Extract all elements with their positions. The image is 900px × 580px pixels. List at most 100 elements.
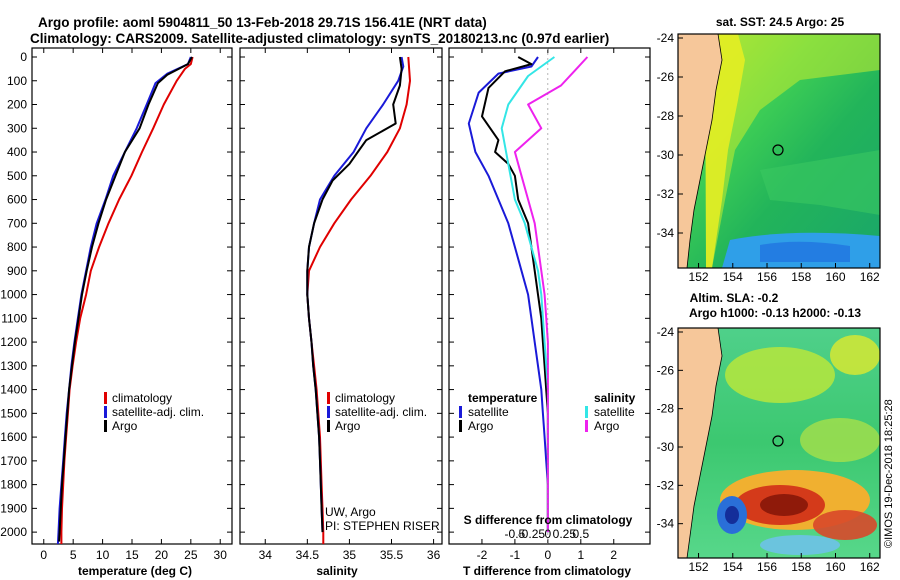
depth-tick-label: 100 bbox=[7, 74, 27, 88]
map-lat-tick-label: -28 bbox=[657, 402, 675, 416]
sal-argo-diff-line bbox=[513, 56, 589, 533]
map-lat-tick-label: -26 bbox=[657, 70, 675, 84]
map-lon-tick-label: 158 bbox=[791, 560, 811, 574]
x-tick-label: 30 bbox=[214, 548, 228, 562]
map-lat-tick-label: -26 bbox=[657, 363, 675, 377]
sla-cold-core bbox=[725, 506, 739, 524]
x-tick-label: 10 bbox=[96, 548, 110, 562]
legend-climatology: climatology bbox=[335, 391, 395, 405]
depth-tick-label: 800 bbox=[7, 240, 27, 254]
sst-map-title: sat. SST: 24.5 Argo: 25 bbox=[716, 15, 845, 29]
legend-temp-satellite: satellite bbox=[468, 405, 509, 419]
x-tick-label: -1 bbox=[510, 548, 521, 562]
x-tick-label: 36 bbox=[427, 548, 441, 562]
x-tick-label: 34.5 bbox=[296, 548, 320, 562]
depth-tick-label: 1200 bbox=[0, 335, 27, 349]
legend-satellite-clim: satellite-adj. clim. bbox=[112, 405, 204, 419]
depth-tick-label: 1400 bbox=[0, 383, 27, 397]
x-tick-label: 1 bbox=[577, 548, 584, 562]
temperature-panel bbox=[31, 47, 233, 545]
sst-frame bbox=[677, 33, 881, 269]
sla-hot-eddy-2 bbox=[813, 510, 877, 540]
axis-ticks: 0100200300400500600700800900100011001200… bbox=[0, 48, 650, 562]
depth-tick-label: 1000 bbox=[0, 288, 27, 302]
depth-tick-label: 400 bbox=[7, 145, 27, 159]
legend-temp-argo: Argo bbox=[468, 419, 494, 433]
legend-swatch-temp-argo bbox=[459, 420, 462, 432]
x-tick-label: -2 bbox=[477, 548, 488, 562]
depth-tick-label: 2000 bbox=[0, 525, 27, 539]
x-tick-label: 35.5 bbox=[380, 548, 404, 562]
map-lon-tick-label: 154 bbox=[723, 270, 743, 284]
x-tick-label: 35 bbox=[343, 548, 357, 562]
x-tick-label: 34 bbox=[259, 548, 273, 562]
climatology-line bbox=[306, 56, 411, 544]
map-lon-tick-label: 160 bbox=[825, 270, 845, 284]
depth-tick-label: 200 bbox=[7, 98, 27, 112]
depth-tick-label: 1500 bbox=[0, 406, 27, 420]
sst-argo-marker bbox=[772, 144, 784, 156]
legend-argo: Argo bbox=[335, 419, 361, 433]
legend-swatch-satellite bbox=[104, 406, 107, 418]
map-lat-tick-label: -30 bbox=[657, 148, 675, 162]
sst-land bbox=[678, 34, 723, 268]
map-lon-tick-label: 156 bbox=[757, 270, 777, 284]
x-tick-label: 20 bbox=[155, 548, 169, 562]
depth-tick-label: 1600 bbox=[0, 430, 27, 444]
map-lat-tick-label: -24 bbox=[657, 31, 675, 45]
map-lat-tick-label: -24 bbox=[657, 325, 675, 339]
depth-tick-label: 1800 bbox=[0, 478, 27, 492]
legend-swatch-climatology bbox=[104, 392, 107, 404]
depth-tick-label: 700 bbox=[7, 216, 27, 230]
difference-series bbox=[467, 56, 589, 533]
legend-satellite-clim: satellite-adj. clim. bbox=[335, 405, 427, 419]
depth-tick-label: 500 bbox=[7, 169, 27, 183]
legend-swatch-argo bbox=[327, 420, 330, 432]
difference-xlabel: T difference from climatology bbox=[463, 564, 631, 578]
figure-title-line2: Climatology: CARS2009. Satellite-adjuste… bbox=[30, 31, 609, 46]
map-lon-tick-label: 152 bbox=[689, 560, 709, 574]
depth-tick-label: 1700 bbox=[0, 454, 27, 468]
sla-map-title2: Argo h1000: -0.13 h2000: -0.13 bbox=[689, 306, 861, 320]
s-tick-label: -0.5 bbox=[505, 527, 526, 541]
salinity-legend: climatology satellite-adj. clim. Argo bbox=[327, 391, 427, 433]
legend-salinity-header: salinity bbox=[594, 391, 636, 405]
map-lat-tick-label: -34 bbox=[657, 226, 675, 240]
sla-low-south bbox=[760, 535, 840, 555]
sla-map: Altim. SLA: -0.2 Argo h1000: -0.13 h2000… bbox=[677, 291, 881, 559]
legend-sal-satellite: satellite bbox=[594, 405, 635, 419]
temp-satellite-diff-line bbox=[467, 56, 549, 533]
sst-cool-patch bbox=[760, 150, 880, 215]
credit-uw-argo: UW, Argo bbox=[325, 505, 376, 519]
legend-swatch-sal-satellite bbox=[585, 406, 588, 418]
legend-temperature-header: temperature bbox=[468, 391, 538, 405]
sla-high-2 bbox=[830, 335, 880, 375]
credit-pi: PI: STEPHEN RISER bbox=[325, 519, 440, 533]
figure-title-line1: Argo profile: aoml 5904811_50 13-Feb-201… bbox=[38, 15, 487, 30]
temperature-xlabel: temperature (deg C) bbox=[78, 564, 192, 578]
sal-satellite-diff-line bbox=[500, 56, 555, 533]
map-lon-tick-label: 158 bbox=[791, 270, 811, 284]
map-lon-tick-label: 162 bbox=[860, 560, 880, 574]
depth-tick-label: 1100 bbox=[1, 311, 27, 325]
salinity-series bbox=[306, 56, 411, 544]
sla-frame bbox=[677, 327, 881, 559]
s-difference-label: S difference from climatology bbox=[464, 513, 633, 527]
legend-swatch-argo bbox=[104, 420, 107, 432]
sst-map: sat. SST: 24.5 Argo: 25 bbox=[677, 15, 881, 269]
temp-argo-diff-line bbox=[481, 56, 549, 533]
sst-warm-band bbox=[706, 34, 880, 268]
legend-swatch-climatology bbox=[327, 392, 330, 404]
map-lat-tick-label: -28 bbox=[657, 109, 675, 123]
salinity-panel bbox=[239, 47, 443, 545]
sla-map-title1: Altim. SLA: -0.2 bbox=[690, 291, 779, 305]
depth-tick-label: 900 bbox=[7, 264, 27, 278]
legend-sal-argo: Argo bbox=[594, 419, 620, 433]
temperature-series bbox=[56, 56, 194, 545]
sst-cold-core bbox=[760, 241, 850, 262]
legend-swatch-satellite bbox=[327, 406, 330, 418]
x-tick-label: 15 bbox=[125, 548, 139, 562]
depth-tick-label: 600 bbox=[7, 193, 27, 207]
difference-panel bbox=[448, 47, 651, 545]
